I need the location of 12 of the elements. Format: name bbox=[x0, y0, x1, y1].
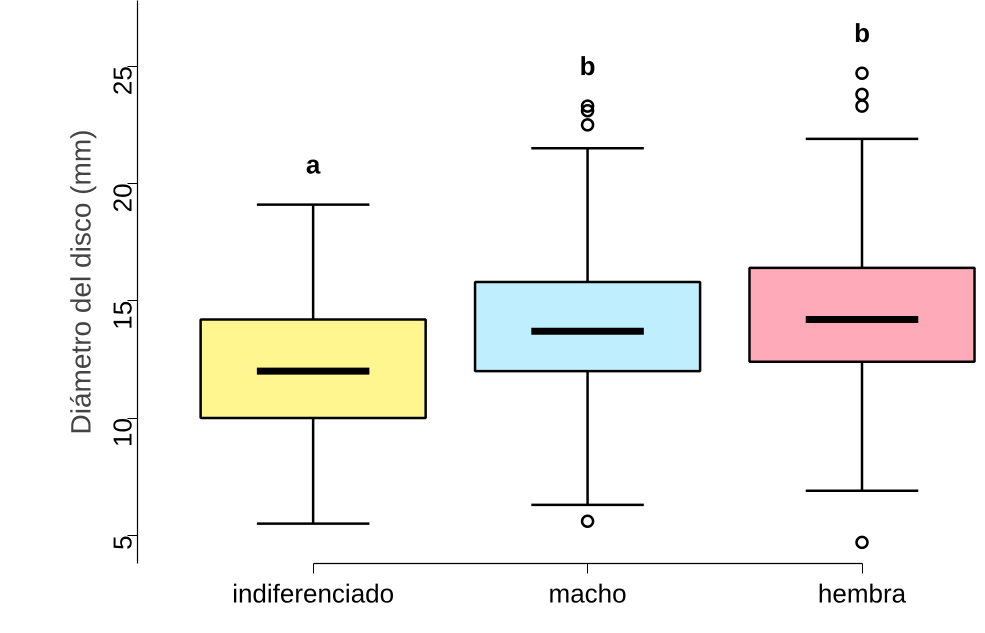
y-axis-title: Diámetro del disco (mm) bbox=[66, 130, 96, 434]
annotation: a bbox=[306, 150, 321, 180]
annotation: b bbox=[580, 51, 596, 82]
annotation: b bbox=[854, 18, 870, 48]
x-tick-label: hembra bbox=[818, 578, 907, 608]
y-tick-label: 25 bbox=[108, 66, 138, 96]
x-tick-label: macho bbox=[548, 578, 627, 608]
y-tick-label: 5 bbox=[108, 535, 138, 550]
y-tick-label: 20 bbox=[108, 183, 138, 212]
y-tick-label: 10 bbox=[108, 418, 138, 447]
y-tick-label: 15 bbox=[108, 300, 138, 330]
x-tick-label: indiferenciado bbox=[232, 578, 394, 608]
